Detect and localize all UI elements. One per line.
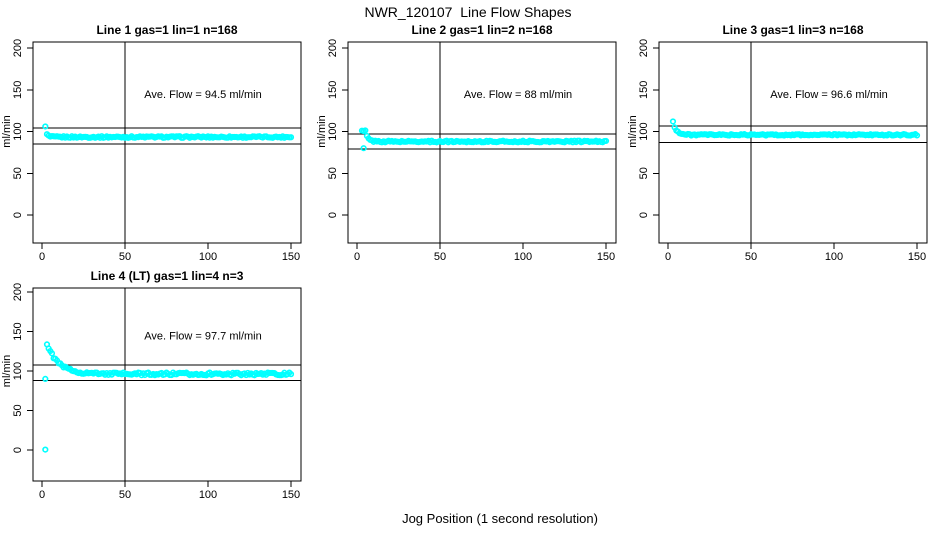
svg-text:0: 0 <box>12 447 24 453</box>
svg-text:0: 0 <box>327 212 339 218</box>
data-points <box>42 123 295 141</box>
svg-text:0: 0 <box>638 212 650 218</box>
panel-line-2: Line 2 gas=1 lin=2 n=168 0 50 100 150 0 50 100 1… <box>315 18 627 271</box>
ave-flow-annotation: Ave. Flow = 97.7 ml/min <box>144 330 261 342</box>
y-axis-label: ml/min <box>316 115 328 147</box>
panel-line-4: Line 4 (LT) gas=1 lin=4 n=3 0 50 100 150 0 50 1… <box>0 262 312 513</box>
data-points <box>669 118 921 139</box>
svg-text:150: 150 <box>12 322 24 340</box>
svg-text:100: 100 <box>12 362 24 380</box>
svg-text:150: 150 <box>638 81 650 99</box>
svg-text:100: 100 <box>514 251 532 263</box>
svg-text:50: 50 <box>638 167 650 179</box>
panel-title: Line 3 gas=1 lin=3 n=168 <box>722 23 863 37</box>
svg-text:50: 50 <box>745 251 757 263</box>
figure-title: NWR_120107 Line Flow Shapes <box>364 4 572 20</box>
svg-text:100: 100 <box>638 122 650 140</box>
svg-text:100: 100 <box>825 251 843 263</box>
svg-text:200: 200 <box>12 39 24 57</box>
svg-text:50: 50 <box>327 167 339 179</box>
svg-text:50: 50 <box>119 251 131 263</box>
svg-text:150: 150 <box>327 81 339 99</box>
y-axis-ticks: 0 50 100 150 200 <box>327 39 348 218</box>
panel-line-4-plot: Line 4 (LT) gas=1 lin=4 n=3 0 50 100 150 0 50 1… <box>1 269 302 501</box>
x-axis-ticks: 0 50 100 150 <box>39 481 300 501</box>
y-axis-ticks: 0 50 100 150 200 <box>12 283 33 453</box>
panel-line-1-plot: Line 1 gas=1 lin=1 n=168 0 50 100 150 0 50 100 1… <box>1 23 302 263</box>
plot-box <box>32 287 302 482</box>
y-axis-ticks: 0 50 100 150 200 <box>12 39 33 218</box>
x-axis-outer-label: Jog Position (1 second resolution) <box>402 511 598 526</box>
panel-title: Line 4 (LT) gas=1 lin=4 n=3 <box>91 269 244 283</box>
panel-line-1: Line 1 gas=1 lin=1 n=168 0 50 100 150 0 50 100 1… <box>0 18 312 271</box>
panel-line-3: Line 3 gas=1 lin=3 n=168 0 50 100 150 0 50 100 1… <box>626 18 936 271</box>
svg-text:150: 150 <box>597 251 615 263</box>
plot-box <box>347 41 617 244</box>
x-axis-ticks: 0 50 100 150 <box>665 243 926 263</box>
data-points <box>358 127 610 152</box>
ave-flow-annotation: Ave. Flow = 88 ml/min <box>464 89 572 101</box>
svg-text:150: 150 <box>282 489 300 501</box>
plot-box <box>32 41 302 244</box>
panel-line-3-plot: Line 3 gas=1 lin=3 n=168 0 50 100 150 0 50 100 1… <box>627 23 928 263</box>
svg-text:50: 50 <box>434 251 446 263</box>
panel-title: Line 2 gas=1 lin=2 n=168 <box>411 23 552 37</box>
svg-text:50: 50 <box>119 489 131 501</box>
ave-flow-annotation: Ave. Flow = 96.6 ml/min <box>770 89 887 101</box>
svg-text:50: 50 <box>12 167 24 179</box>
data-points <box>42 341 295 453</box>
svg-text:0: 0 <box>39 251 45 263</box>
svg-text:100: 100 <box>199 489 217 501</box>
svg-text:200: 200 <box>638 39 650 57</box>
svg-text:100: 100 <box>199 251 217 263</box>
y-axis-label: ml/min <box>1 115 13 147</box>
ave-flow-annotation: Ave. Flow = 94.5 ml/min <box>144 89 261 101</box>
svg-text:100: 100 <box>327 122 339 140</box>
svg-text:0: 0 <box>665 251 671 263</box>
svg-text:150: 150 <box>12 81 24 99</box>
x-axis-ticks: 0 50 100 150 <box>354 243 615 263</box>
svg-text:200: 200 <box>12 283 24 301</box>
svg-text:0: 0 <box>12 212 24 218</box>
x-axis-ticks: 0 50 100 150 <box>39 243 300 263</box>
y-axis-ticks: 0 50 100 150 200 <box>638 39 659 218</box>
panel-title: Line 1 gas=1 lin=1 n=168 <box>96 23 237 37</box>
svg-text:200: 200 <box>327 39 339 57</box>
svg-text:150: 150 <box>908 251 926 263</box>
y-axis-label: ml/min <box>1 355 13 387</box>
y-axis-label: ml/min <box>627 115 639 147</box>
svg-text:0: 0 <box>354 251 360 263</box>
svg-text:150: 150 <box>282 251 300 263</box>
svg-text:100: 100 <box>12 122 24 140</box>
svg-text:0: 0 <box>39 489 45 501</box>
panel-line-2-plot: Line 2 gas=1 lin=2 n=168 0 50 100 150 0 50 100 1… <box>316 23 617 263</box>
svg-text:50: 50 <box>12 404 24 416</box>
